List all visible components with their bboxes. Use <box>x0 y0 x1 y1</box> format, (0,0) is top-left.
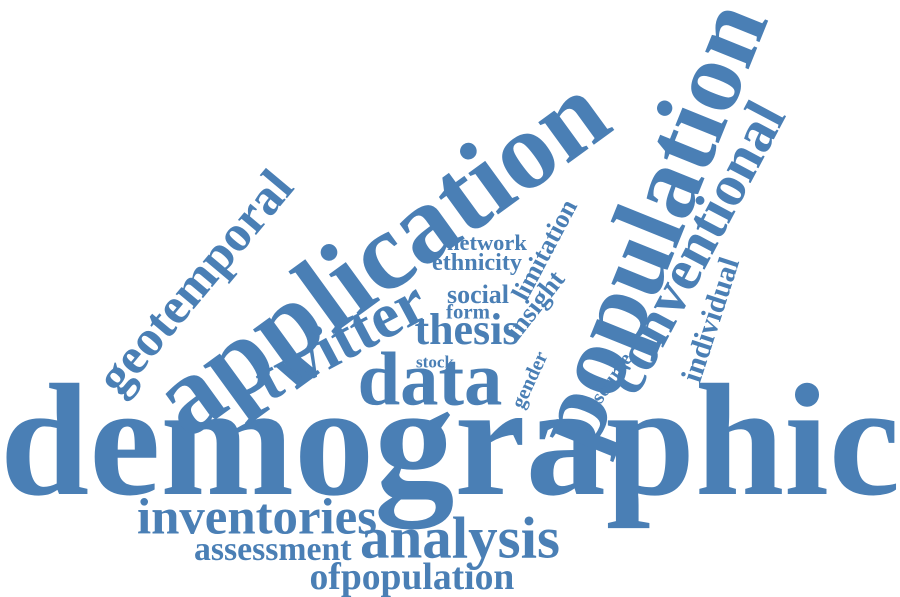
word-thesis: thesis <box>414 305 520 354</box>
word-stock: stock <box>416 352 455 372</box>
word-network: network <box>447 230 527 255</box>
word-ofpopulation: ofpopulation <box>309 556 515 597</box>
word-assessment: assessment <box>194 531 352 568</box>
word-ethnicity: ethnicity <box>432 249 523 276</box>
word-data: data <box>357 336 503 422</box>
word-inventories: inventories <box>137 488 377 545</box>
word-form: form <box>446 299 490 324</box>
word-analysis: analysis <box>360 504 560 571</box>
word-demographic: demographic <box>0 351 900 529</box>
word-social: social <box>447 280 509 309</box>
